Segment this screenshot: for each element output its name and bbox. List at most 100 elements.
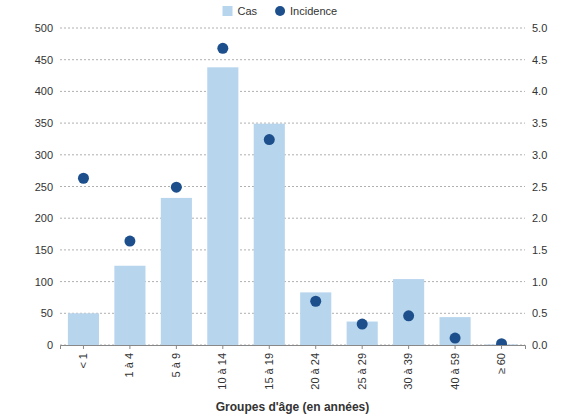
tick: 1 à 4: [123, 345, 135, 377]
tick-mark: [525, 123, 529, 124]
tick-mark: [525, 91, 529, 92]
point: [310, 296, 321, 307]
legend-swatch: [223, 6, 233, 16]
tick: 1.0: [525, 276, 547, 288]
point: [357, 319, 368, 330]
tick: 400: [35, 85, 60, 97]
tick: 10 à 14: [216, 345, 228, 390]
legend-item: Cas: [223, 5, 258, 17]
series-0: [68, 67, 517, 345]
tick: 100: [35, 276, 60, 288]
tick-label: 10 à 14: [216, 353, 228, 390]
tick-mark: [56, 123, 60, 124]
tick-mark: [56, 187, 60, 188]
tick: 0: [47, 339, 60, 351]
legend-label: Incidence: [290, 5, 337, 17]
tick-label: 20 à 24: [309, 353, 321, 390]
point: [124, 236, 135, 247]
tick-mark: [525, 313, 529, 314]
x-axis: < 1 1 à 4 5 à 9 10 à 14 15 à 19 20 à 24 25 à 2…: [61, 345, 526, 390]
tick: 25 à 29: [356, 345, 368, 390]
tick-label: 2.5: [532, 181, 547, 193]
point: [264, 134, 275, 145]
tick-label: 1.0: [532, 276, 547, 288]
tick-label: 500: [35, 22, 53, 34]
axis-line: [61, 346, 526, 350]
legend: Cas Incidence: [223, 5, 338, 17]
bar: [207, 67, 238, 345]
tick-mark: [525, 282, 529, 283]
tick-label: 3.5: [532, 117, 547, 129]
grid-line: [60, 91, 525, 92]
tick: < 1: [77, 345, 89, 369]
tick-mark: [525, 187, 529, 188]
tick: 40 à 59: [449, 345, 461, 390]
tick-label: 50: [41, 307, 53, 319]
tick: 15 à 19: [263, 345, 275, 390]
tick-mark: [525, 60, 529, 61]
y-axis: 050100150200250300350400450500: [35, 22, 61, 351]
tick-label: 2.0: [532, 212, 547, 224]
tick: 3.5: [525, 117, 547, 129]
bar: [114, 266, 145, 345]
tick-label: 4.5: [532, 54, 547, 66]
tick: 250: [35, 181, 60, 193]
chart: 0501001502002503003504004505000.00.51.01…: [0, 0, 575, 416]
point: [403, 310, 414, 321]
tick: 3.0: [525, 149, 547, 161]
tick-mark: [501, 345, 502, 349]
axis-line: [526, 29, 530, 346]
grid-line: [60, 249, 525, 250]
bar: [161, 198, 192, 345]
tick-label: 0.0: [532, 339, 547, 351]
bar: [393, 279, 424, 345]
tick-label: 250: [35, 181, 53, 193]
point: [217, 43, 228, 54]
tick: 4.5: [525, 54, 547, 66]
tick: 300: [35, 149, 60, 161]
bar: [254, 124, 285, 345]
tick: 450: [35, 54, 60, 66]
tick-mark: [362, 345, 363, 349]
tick-mark: [455, 345, 456, 349]
legend-label: Cas: [238, 5, 258, 17]
tick-mark: [56, 282, 60, 283]
tick-mark: [83, 345, 84, 349]
point: [171, 182, 182, 193]
point: [78, 173, 89, 184]
tick-mark: [176, 345, 177, 349]
legend-swatch: [275, 6, 285, 16]
tick: 5.0: [525, 22, 547, 34]
grid-line: [60, 59, 525, 60]
grid-line: [60, 28, 525, 29]
tick-mark: [315, 345, 316, 349]
tick-label: 25 à 29: [356, 353, 368, 390]
y2-axis: 0.0 0.5 1.0 1.5 2.0 2.5 3.0 3.5 4.0 4.5 5.0: [525, 22, 547, 351]
tick-mark: [56, 91, 60, 92]
tick: 5 à 9: [170, 345, 182, 377]
tick-label: 450: [35, 54, 53, 66]
point: [496, 338, 507, 345]
tick-label: 200: [35, 212, 53, 224]
tick: 50: [41, 307, 60, 319]
tick-mark: [408, 345, 409, 349]
grid-line: [60, 123, 525, 124]
tick-mark: [56, 313, 60, 314]
tick-mark: [56, 60, 60, 61]
tick: 0.5: [525, 307, 547, 319]
tick-label: 4.0: [532, 85, 547, 97]
tick-label: 300: [35, 149, 53, 161]
tick: ≥ 60: [495, 345, 507, 374]
tick-label: 3.0: [532, 149, 547, 161]
tick-label: 150: [35, 244, 53, 256]
tick: 2.0: [525, 212, 547, 224]
tick-label: ≥ 60: [495, 353, 507, 374]
tick: 1.5: [525, 244, 547, 256]
marks: [68, 43, 517, 345]
tick-label: 40 à 59: [449, 353, 461, 390]
tick-label: 0.5: [532, 307, 547, 319]
tick-mark: [129, 345, 130, 349]
tick-mark: [269, 345, 270, 349]
grid-line: [60, 154, 525, 155]
tick-label: < 1: [77, 353, 89, 369]
